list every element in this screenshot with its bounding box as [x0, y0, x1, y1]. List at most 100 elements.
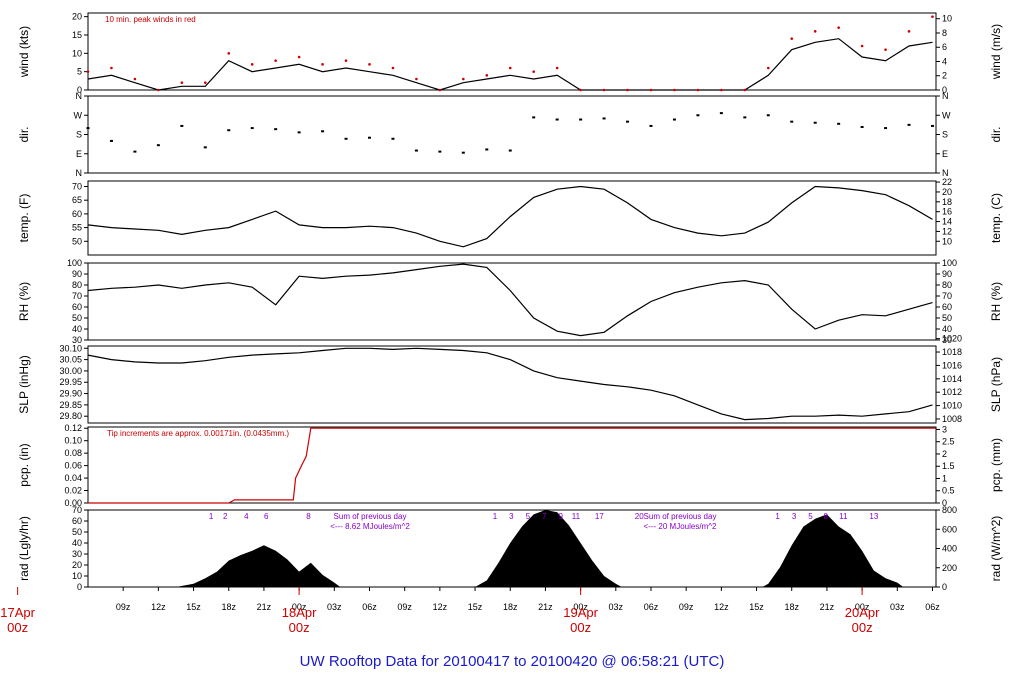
precipitation-ytick-label-left: 0.06 — [64, 461, 82, 471]
wind-ytick-label-right: 10 — [942, 14, 952, 24]
direction-point — [696, 114, 700, 117]
x-tick-label: 18z — [784, 602, 799, 612]
temperature-ytick-label-left: 65 — [72, 195, 82, 205]
wind-peak-point — [602, 88, 606, 92]
wind-peak-point — [837, 26, 840, 29]
wind-peak-point — [321, 63, 324, 66]
radiation-hour-label: 17 — [595, 512, 604, 521]
radiation-ytick-label-left: 0 — [77, 582, 82, 592]
x-tick-label: 00z — [573, 602, 588, 612]
precipitation-ytick-label-left: 0.10 — [64, 436, 82, 446]
rh-ytick-label-left: 50 — [72, 313, 82, 323]
direction-point — [907, 123, 911, 126]
rh-ytick-label-right: 30 — [942, 335, 952, 345]
wind-frame — [87, 12, 937, 91]
rh-ytick-label-right: 90 — [942, 269, 952, 279]
x-tick-label: 06z — [644, 602, 659, 612]
x-tick-label: 12z — [433, 602, 448, 612]
direction-point — [461, 151, 465, 154]
wind-peak-point — [462, 77, 465, 81]
radiation-ytick-label-left: 40 — [72, 538, 82, 548]
x-tick-label: 15z — [186, 602, 201, 612]
direction-point — [133, 150, 137, 153]
x-tick-label: 09z — [397, 602, 412, 612]
x-tick-label: 12z — [714, 602, 729, 612]
precipitation-ytick-label-right: 0 — [942, 498, 947, 508]
rh-ytick-label-right: 50 — [942, 313, 952, 323]
precipitation-ylabel-left: pcp. (in) — [17, 443, 31, 486]
direction-point — [391, 137, 395, 140]
x-tick-label: 00z — [855, 602, 870, 612]
rh-ytick-label-right: 70 — [942, 291, 952, 301]
rh-ylabel-left: RH (%) — [17, 282, 31, 321]
x-tick-label: 15z — [468, 602, 483, 612]
rh-ytick-label-left: 40 — [72, 324, 82, 334]
rh-ytick-label-left: 100 — [67, 258, 82, 268]
direction-ytick-label-right: N — [942, 168, 949, 178]
wind-peak-point — [743, 88, 747, 92]
direction-ytick-label-left: E — [76, 149, 82, 159]
radiation-ytick-label-right: 0 — [942, 582, 947, 592]
radiation-hour-label: 4 — [244, 512, 249, 521]
precipitation-frame — [87, 426, 937, 504]
radiation-hour-label: 9 — [558, 512, 563, 521]
direction-ytick-label-left: W — [74, 110, 83, 120]
temperature-ytick-label-right: 20 — [942, 187, 952, 197]
direction-point — [274, 128, 278, 131]
direction-point — [508, 149, 512, 152]
wind-ytick-label-right: 8 — [942, 28, 947, 38]
direction-point — [672, 118, 676, 121]
temperature-ytick-label-left: 50 — [72, 236, 82, 246]
direction-ytick-label-left: N — [76, 91, 83, 101]
temperature-frame — [87, 180, 937, 256]
direction-point — [438, 150, 442, 153]
radiation-hour-label: 1 — [493, 512, 498, 521]
rh-ytick-label-left: 30 — [72, 335, 82, 345]
wind-peak-point — [368, 63, 371, 66]
radiation-hour-label: 1 — [775, 512, 780, 521]
radiation-hour-label: 11 — [572, 512, 581, 521]
direction-point — [813, 121, 817, 124]
slp-ytick-label-left: 30.05 — [59, 355, 82, 365]
direction-frame — [87, 95, 937, 174]
slp-ytick-label-left: 29.80 — [59, 411, 82, 421]
day-marker-label: 20Apr — [845, 605, 880, 620]
rh-ytick-label-right: 60 — [942, 302, 952, 312]
slp-frame — [87, 345, 937, 424]
direction-ytick-label-left: S — [76, 130, 82, 140]
wind-line — [87, 38, 933, 91]
wind-ytick-label-left: 15 — [72, 30, 82, 40]
radiation-ytick-label-left: 10 — [72, 571, 82, 581]
direction-point — [766, 114, 770, 117]
slp-ylabel-right: SLP (hPa) — [989, 357, 1003, 412]
temperature-ylabel-left: temp. (F) — [17, 194, 31, 243]
slp-ytick-label-right: 1020 — [942, 334, 962, 344]
temperature-ytick-label-right: 14 — [942, 217, 952, 227]
direction-ylabel-left: dir. — [17, 126, 31, 142]
direction-point — [532, 116, 536, 119]
precipitation-ytick-label-right: 0.5 — [942, 486, 955, 496]
wind-peak-point — [555, 66, 559, 70]
x-tick-label: 09z — [116, 602, 131, 612]
radiation-hour-label: 8 — [306, 512, 311, 521]
rh-ytick-label-left: 70 — [72, 291, 82, 301]
radiation-hour-label: 6 — [264, 512, 269, 521]
rh-ytick-label-left: 60 — [72, 302, 82, 312]
direction-point — [109, 139, 113, 142]
x-tick-label: 21z — [820, 602, 835, 612]
wind-peak-point — [579, 88, 582, 92]
wind-ytick-label-right: 6 — [942, 42, 947, 52]
wind-ytick-label-right: 0 — [942, 85, 947, 95]
slp-ylabel-left: SLP (inHg) — [17, 355, 31, 413]
slp-ytick-label-right: 1010 — [942, 401, 962, 411]
wind-peak-point — [250, 63, 254, 66]
precipitation-ytick-label-left: 0.02 — [64, 486, 82, 496]
wind-peak-point — [203, 81, 207, 84]
wind-ytick-label-right: 4 — [942, 56, 947, 66]
radiation-hour-label: 11 — [839, 512, 848, 521]
x-tick-label: 09z — [679, 602, 694, 612]
x-tick-label: 03z — [609, 602, 624, 612]
direction-point — [649, 124, 653, 127]
radiation-hour-label: 20 — [635, 512, 644, 521]
radiation-area — [176, 510, 904, 587]
